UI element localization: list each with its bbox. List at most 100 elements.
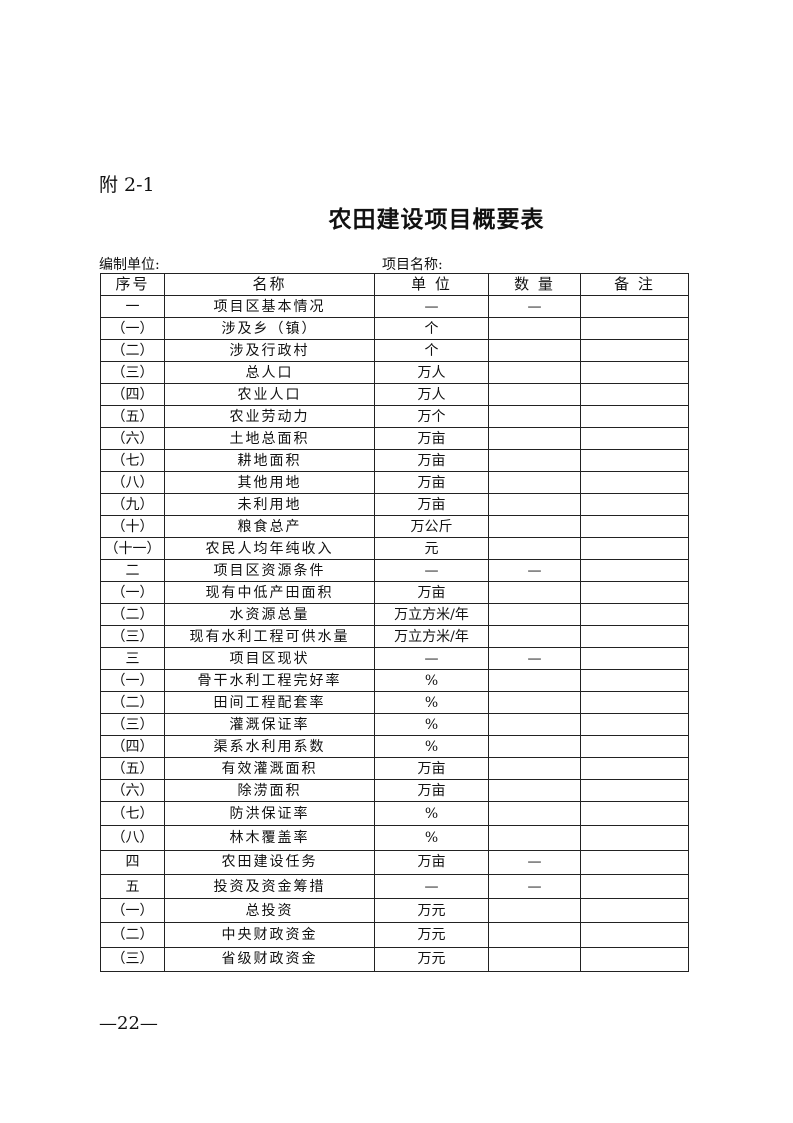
cell-index: （三） (100, 946, 165, 973)
cell-quantity (488, 922, 581, 948)
cell-name: 农业人口 (164, 383, 375, 406)
cell-remarks (580, 946, 689, 973)
cell-remarks (580, 779, 689, 802)
cell-name: 除涝面积 (164, 779, 375, 802)
table-row: （二） 中央财政资金 万元 (100, 922, 689, 948)
cell-name: 土地总面积 (164, 427, 375, 450)
cell-remarks (580, 800, 689, 827)
cell-quantity (488, 339, 581, 362)
table-row: （六） 除涝面积 万亩 (100, 779, 689, 802)
cell-quantity (488, 625, 581, 648)
cell-unit: 万元 (374, 946, 489, 973)
cell-name: 项目区现状 (164, 647, 375, 670)
cell-index: 二 (100, 559, 165, 582)
cell-quantity (488, 825, 581, 851)
table-row: （三） 省级财政资金 万元 (100, 946, 689, 973)
cell-index: （五） (100, 405, 165, 428)
cell-quantity (488, 449, 581, 472)
cell-name: 田间工程配套率 (164, 691, 375, 714)
cell-remarks (580, 713, 689, 736)
cell-quantity (488, 537, 581, 560)
cell-name: 防洪保证率 (164, 800, 375, 827)
cell-unit: % (374, 735, 489, 758)
cell-unit: % (374, 800, 489, 827)
table-row: （五） 有效灌溉面积 万亩 (100, 757, 689, 780)
cell-index: （七） (100, 449, 165, 472)
cell-name: 骨干水利工程完好率 (164, 669, 375, 692)
cell-unit: — (374, 873, 489, 900)
table-row: （九） 未利用地 万亩 (100, 493, 689, 516)
table-row: （一） 骨干水利工程完好率% (100, 669, 689, 692)
cell-unit: 万人 (374, 383, 489, 406)
cell-unit: 万亩 (374, 427, 489, 450)
cell-index: （四） (100, 735, 165, 758)
cell-index: （六） (100, 779, 165, 802)
cell-name: 耕地面积 (164, 449, 375, 472)
cell-quantity (488, 361, 581, 384)
cell-unit: 万亩 (374, 449, 489, 472)
cell-name: 粮食总产 (164, 515, 375, 538)
table-row: （二） 水资源总量 万立方米/年 (100, 603, 689, 626)
table-row: （六） 土地总面积 万亩 (100, 427, 689, 450)
cell-index: （一） (100, 669, 165, 692)
cell-quantity (488, 779, 581, 802)
table-row: 一项目区基本情况 — — (100, 295, 689, 318)
cell-unit: 万元 (374, 898, 489, 924)
cell-quantity (488, 691, 581, 714)
cell-remarks (580, 922, 689, 948)
cell-quantity: — (488, 559, 581, 582)
cell-name: 投资及资金筹措 (164, 873, 375, 900)
table-row: （三） 总人口 万人 (100, 361, 689, 384)
cell-index: （三） (100, 625, 165, 648)
cell-name: 渠系水利用系数 (164, 735, 375, 758)
cell-index: （八） (100, 471, 165, 494)
cell-remarks (580, 581, 689, 604)
cell-quantity (488, 405, 581, 428)
cell-remarks (580, 295, 689, 318)
cell-remarks (580, 317, 689, 340)
cell-quantity (488, 493, 581, 516)
cell-quantity (488, 603, 581, 626)
cell-name: 现有水利工程可供水量 (164, 625, 375, 648)
cell-index: （二） (100, 339, 165, 362)
cell-quantity (488, 383, 581, 406)
cell-remarks (580, 735, 689, 758)
cell-quantity: — (488, 295, 581, 318)
table-row: （八） 林木覆盖率% (100, 825, 689, 851)
cell-unit: — (374, 647, 489, 670)
cell-remarks (580, 405, 689, 428)
cell-unit: 万人 (374, 361, 489, 384)
cell-quantity: — (488, 873, 581, 900)
cell-name: 水资源总量 (164, 603, 375, 626)
cell-remarks (580, 825, 689, 851)
cell-index: （十一） (100, 537, 165, 560)
table-row: （十一） 农民人均年纯收入元 (100, 537, 689, 560)
table-header-row: 序号 名称 单 位 数 量 备 注 (100, 273, 689, 296)
cell-index: （三） (100, 713, 165, 736)
cell-unit: — (374, 559, 489, 582)
cell-index: （七） (100, 800, 165, 827)
table-row: （四） 农业人口 万人 (100, 383, 689, 406)
table-row: 二项目区资源条件 — — (100, 559, 689, 582)
cell-name: 农田建设任务 (164, 849, 375, 875)
table-row: （七） 防洪保证率% (100, 800, 689, 827)
page-number: —22— (99, 1013, 158, 1034)
cell-index: 五 (100, 873, 165, 900)
header-index: 序号 (100, 273, 165, 296)
header-remarks: 备 注 (580, 273, 689, 296)
table-row: 三项目区现状 — — (100, 647, 689, 670)
cell-name: 中央财政资金 (164, 922, 375, 948)
cell-quantity (488, 757, 581, 780)
table-row: （二） 田间工程配套率% (100, 691, 689, 714)
cell-name: 总投资 (164, 898, 375, 924)
table-row: （一） 总投资 万元 (100, 898, 689, 924)
cell-quantity: — (488, 647, 581, 670)
cell-index: 一 (100, 295, 165, 318)
cell-name: 灌溉保证率 (164, 713, 375, 736)
page-title: 农田建设项目概要表 (328, 206, 545, 233)
cell-name: 涉及行政村 (164, 339, 375, 362)
header-unit: 单 位 (374, 273, 489, 296)
cell-index: （一） (100, 581, 165, 604)
cell-remarks (580, 603, 689, 626)
cell-quantity (488, 946, 581, 973)
